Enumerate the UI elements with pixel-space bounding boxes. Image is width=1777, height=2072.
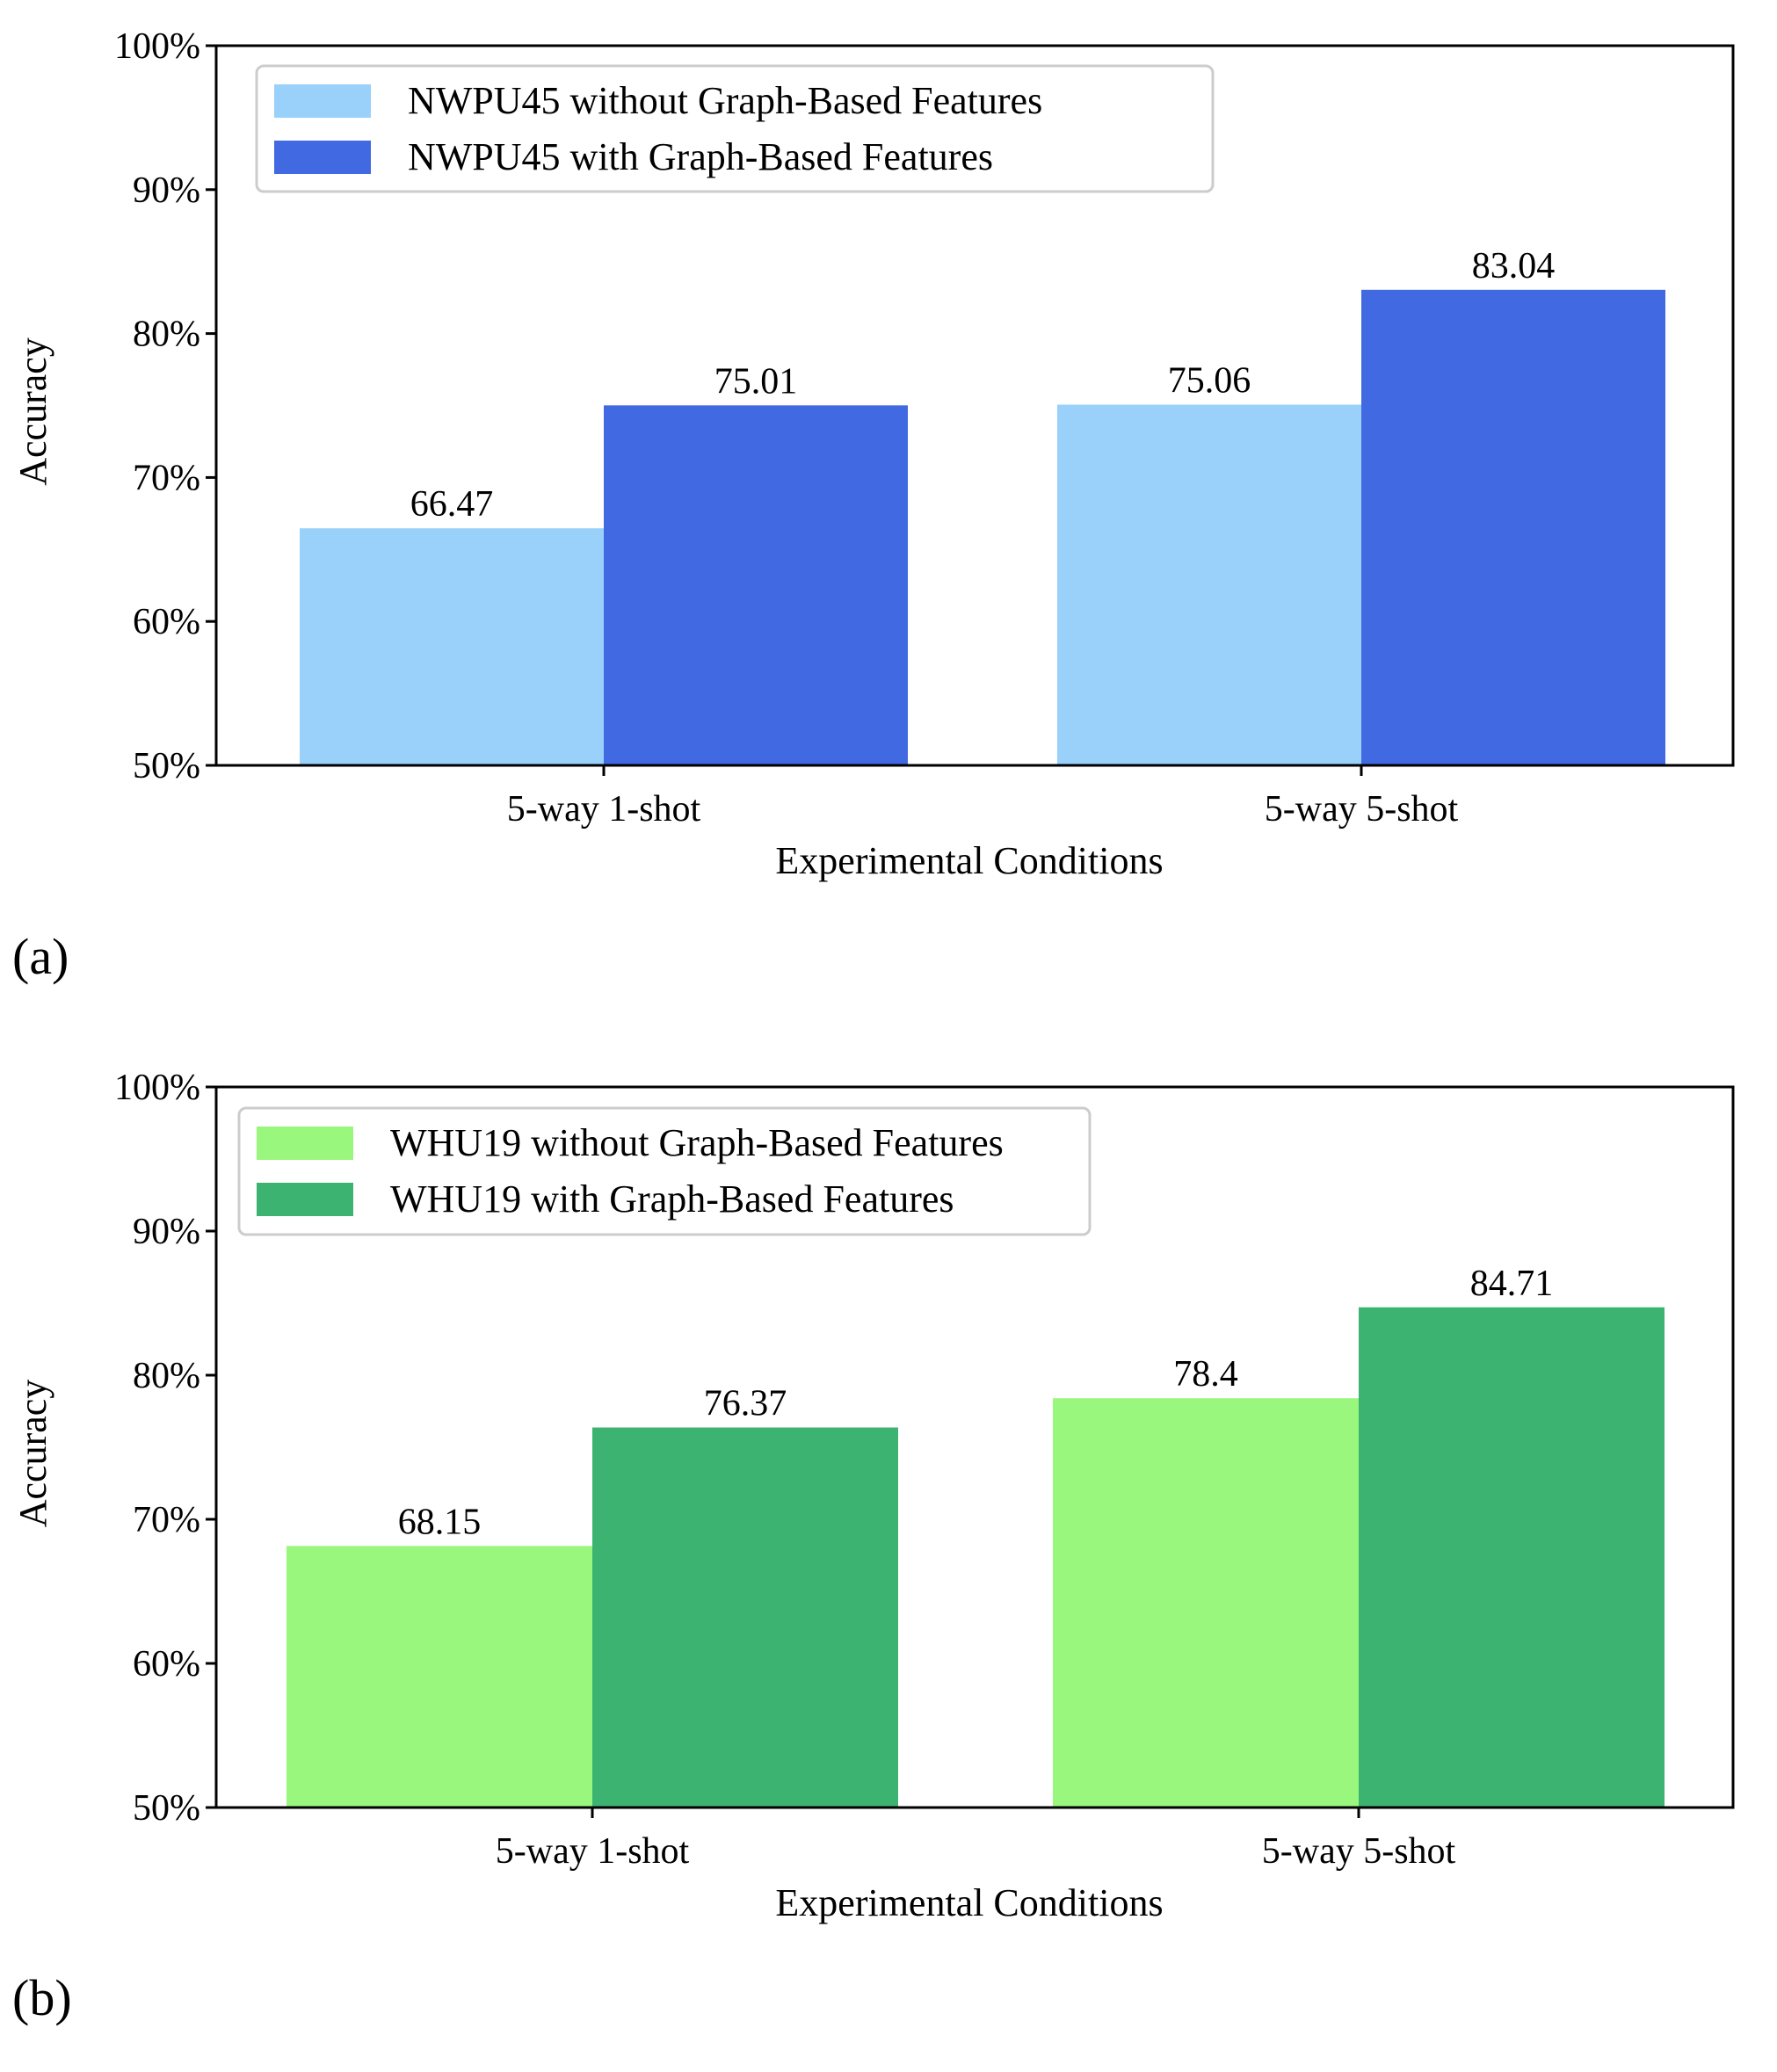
y-tick-label: 90% bbox=[133, 1212, 200, 1252]
bar bbox=[1359, 1307, 1665, 1808]
data-label: 68.15 bbox=[398, 1502, 482, 1542]
legend-swatch bbox=[257, 1183, 353, 1216]
data-label: 75.06 bbox=[1168, 361, 1251, 402]
bar bbox=[286, 1546, 592, 1808]
x-tick-label: 5-way 1-shot bbox=[507, 789, 701, 830]
y-tick-label: 100% bbox=[114, 26, 200, 67]
legend-label: WHU19 with Graph-Based Features bbox=[390, 1177, 954, 1221]
x-axis-title: Experimental Conditions bbox=[775, 839, 1163, 882]
y-tick-label: 100% bbox=[114, 1068, 200, 1108]
y-tick-label: 50% bbox=[133, 1788, 200, 1829]
legend bbox=[237, 1106, 1092, 1236]
data-label: 78.4 bbox=[1173, 1354, 1238, 1395]
y-tick-label: 50% bbox=[133, 746, 200, 786]
x-tick-label: 5-way 5-shot bbox=[1265, 789, 1459, 830]
legend bbox=[255, 64, 1215, 193]
data-label: 76.37 bbox=[704, 1384, 787, 1424]
legend-label: WHU19 without Graph-Based Features bbox=[390, 1121, 1004, 1164]
x-tick-label: 5-way 1-shot bbox=[496, 1831, 690, 1872]
data-label: 66.47 bbox=[410, 484, 494, 525]
legend-label: NWPU45 without Graph-Based Features bbox=[408, 79, 1042, 122]
legend-label: NWPU45 with Graph-Based Features bbox=[408, 135, 993, 178]
y-tick-label: 80% bbox=[133, 1356, 200, 1396]
y-tick-label: 70% bbox=[133, 458, 200, 498]
bar bbox=[1053, 1398, 1359, 1808]
y-tick-label: 70% bbox=[133, 1500, 200, 1540]
plot-frame bbox=[214, 44, 1735, 767]
data-label: 83.04 bbox=[1472, 246, 1556, 286]
y-tick-label: 90% bbox=[133, 170, 200, 211]
legend-swatch bbox=[257, 1127, 353, 1160]
bar bbox=[592, 1427, 898, 1808]
panel-label: (a) bbox=[12, 928, 69, 985]
chart-a: 66.47 75.06 75.01 83.04 50% 60% 70% 80% 90% 100% 5… bbox=[11, 26, 1735, 985]
x-axis-title: Experimental Conditions bbox=[775, 1881, 1163, 1924]
legend-swatch bbox=[274, 84, 371, 118]
y-tick-label: 80% bbox=[133, 315, 200, 355]
data-label: 84.71 bbox=[1470, 1264, 1554, 1304]
legend-swatch bbox=[274, 141, 371, 174]
data-label: 75.01 bbox=[714, 361, 798, 402]
bar bbox=[1057, 404, 1361, 765]
y-axis-title: Accuracy bbox=[11, 1380, 54, 1528]
y-tick-label: 60% bbox=[133, 1644, 200, 1684]
bar bbox=[1361, 289, 1665, 765]
chart-b: 68.15 78.4 76.37 84.71 50% 60% 70% 80% 90% 100% 5-… bbox=[11, 1068, 1735, 2026]
panel-label: (b) bbox=[12, 1969, 72, 2026]
y-axis-title: Accuracy bbox=[11, 337, 54, 486]
bar bbox=[604, 405, 908, 765]
y-tick-label: 60% bbox=[133, 602, 200, 642]
plot-frame bbox=[214, 1085, 1735, 1809]
bar bbox=[300, 528, 604, 765]
x-tick-label: 5-way 5-shot bbox=[1262, 1831, 1456, 1872]
